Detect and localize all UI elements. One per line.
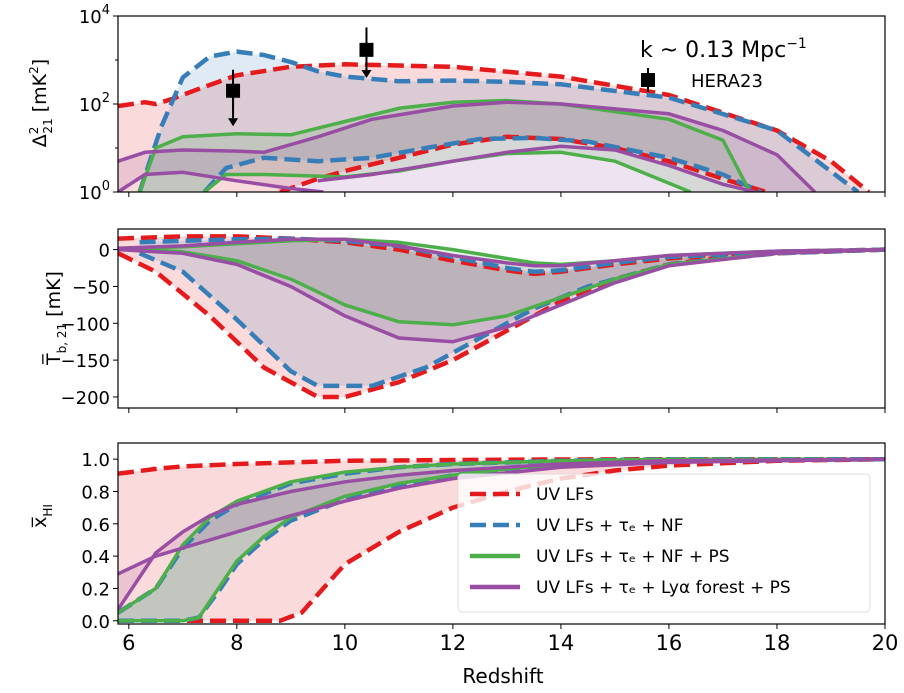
y-tick-label: −100 (61, 314, 110, 335)
power-annotation: k ~ 0.13 Mpc−1 HERA23 (640, 36, 807, 92)
brightness-frame (117, 228, 886, 409)
x-tick-label: 8 (230, 631, 243, 655)
x-tick-label: 16 (656, 631, 683, 655)
y-axis-label-brightness: T̅b, 21 [mK] (41, 271, 69, 366)
power-lower-curve (118, 170, 324, 192)
power-lower-curve (279, 134, 767, 192)
neutral_fraction-band-fill (118, 459, 885, 610)
y-tick-label: 0.6 (81, 515, 110, 536)
neutral_fraction-lower-curve (118, 457, 885, 576)
x-tick-label: 12 (440, 631, 467, 655)
x-tick-label: 18 (764, 631, 791, 655)
svg-text:Δ221 [mK2]: Δ221 [mK2] (27, 59, 55, 147)
x-tick-label: 6 (122, 631, 135, 655)
power-upper-curve (118, 100, 817, 192)
brightness-band-fill (118, 239, 885, 342)
power-curves (118, 49, 871, 192)
power-upper-curve (137, 98, 752, 192)
brightness-lower-curve (118, 247, 885, 344)
neutral_fraction-bands (118, 459, 885, 621)
brightness-curves (118, 234, 885, 400)
neutral_fraction-upper-curve (118, 457, 885, 615)
neutral_fraction-band-fill (118, 459, 885, 621)
y-tick-label: 100 (79, 179, 110, 204)
lines-layer (118, 27, 885, 624)
hera23-limit-arrow-head (361, 70, 372, 78)
y-tick-label: 104 (79, 3, 110, 28)
svg-text:x̅HI: x̅HI (29, 504, 55, 528)
y-tick-label: 0.0 (81, 612, 110, 633)
y-tick-label: 102 (79, 91, 110, 116)
legend-label: UV LFs + τₑ + Lyα forest + PS (536, 578, 791, 598)
neutral_fraction-frame (117, 442, 886, 625)
x-axis-label: Redshift (462, 664, 543, 688)
y-tick-label: 0.4 (81, 547, 110, 568)
power-band-fill (118, 102, 815, 192)
y-tick-label: −50 (72, 277, 110, 298)
svg-text:T̅b, 21 [mK]: T̅b, 21 [mK] (41, 271, 69, 366)
y-tick-label: −200 (61, 388, 110, 409)
legend-label: UV LFs + τₑ + NF + PS (536, 547, 730, 567)
power-band-fill (139, 51, 859, 192)
legend-label: UV LFs + τₑ + NF (536, 516, 684, 536)
brightness-upper-curve (118, 237, 885, 268)
x-tick-label: 20 (872, 631, 899, 655)
ticks-layer: 100 102 104 0 −50 −100 −150 −200 6 8 10 12 14 16 18 20 0… (61, 3, 899, 655)
y-tick-label: 0.2 (81, 579, 110, 600)
legend-frame (457, 473, 871, 613)
legend: UV LFs UV LFs + τₑ + NF UV LFs + τₑ + NF +… (457, 473, 871, 613)
neutral_fraction-upper-curve (118, 457, 885, 611)
y-axis-label-neutral-fraction: x̅HI (29, 504, 55, 528)
hera23-limit-arrow-head (228, 118, 239, 127)
x-tick-label: 10 (331, 631, 358, 655)
power-extra-curve (317, 144, 756, 192)
k-annotation: k ~ 0.13 Mpc−1 (640, 36, 807, 63)
neutral_fraction-band-fill (118, 459, 885, 621)
x-tick-label: 14 (548, 631, 575, 655)
hera23-point (226, 83, 241, 98)
neutral_fraction-band-fill (118, 459, 885, 621)
hera23-point (359, 42, 374, 57)
neutral_fraction-curves (118, 456, 885, 624)
hera23-legend-label: HERA23 (691, 71, 763, 92)
brightness-upper-curve (139, 236, 885, 274)
power-lower-curve (202, 135, 762, 192)
legend-label: UV LFs (536, 485, 594, 505)
y-tick-label: −150 (61, 351, 110, 372)
y-axis-label-power: Δ221 [mK2] (27, 59, 55, 147)
y-tick-label: 0.8 (81, 482, 110, 503)
power-upper-curve (137, 49, 860, 192)
y-tick-label: 1.0 (81, 450, 110, 471)
y-tick-label: 0 (99, 241, 110, 262)
neutral_fraction-lower-curve (118, 456, 885, 624)
